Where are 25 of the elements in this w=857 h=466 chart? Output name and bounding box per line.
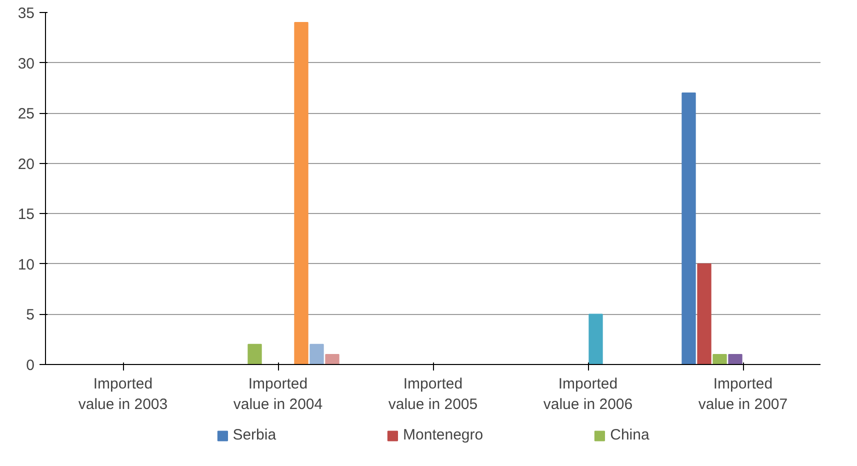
- y-tick-label: 10: [18, 256, 35, 274]
- bar: [697, 263, 712, 364]
- x-tick-label: Imported value in 2007: [698, 376, 788, 413]
- x-tick-label: Imported value in 2005: [388, 376, 478, 413]
- y-tick-label: 20: [18, 156, 35, 173]
- y-tick-label: 0: [26, 357, 34, 374]
- x-tick-label: Imported value in 2004: [233, 376, 323, 413]
- bar: [712, 354, 727, 364]
- bar: [325, 354, 340, 364]
- legend-label: Serbia: [232, 426, 276, 444]
- x-tick-label: Imported value in 2003: [78, 376, 168, 413]
- legend-label: China: [610, 426, 650, 444]
- bar: [588, 314, 603, 364]
- bar: [310, 344, 324, 364]
- y-tick-label: 15: [18, 206, 35, 224]
- y-tick-label: 5: [26, 306, 34, 324]
- y-tick-label: 30: [18, 55, 35, 72]
- bar: [728, 354, 742, 364]
- y-tick-label: 35: [18, 5, 35, 22]
- bar: [682, 92, 696, 364]
- bar: [248, 344, 262, 364]
- y-tick-label: 25: [18, 106, 35, 123]
- legend-label: Montenegro: [403, 426, 484, 444]
- x-tick-label: Imported value in 2006: [543, 376, 633, 413]
- bar: [294, 22, 308, 364]
